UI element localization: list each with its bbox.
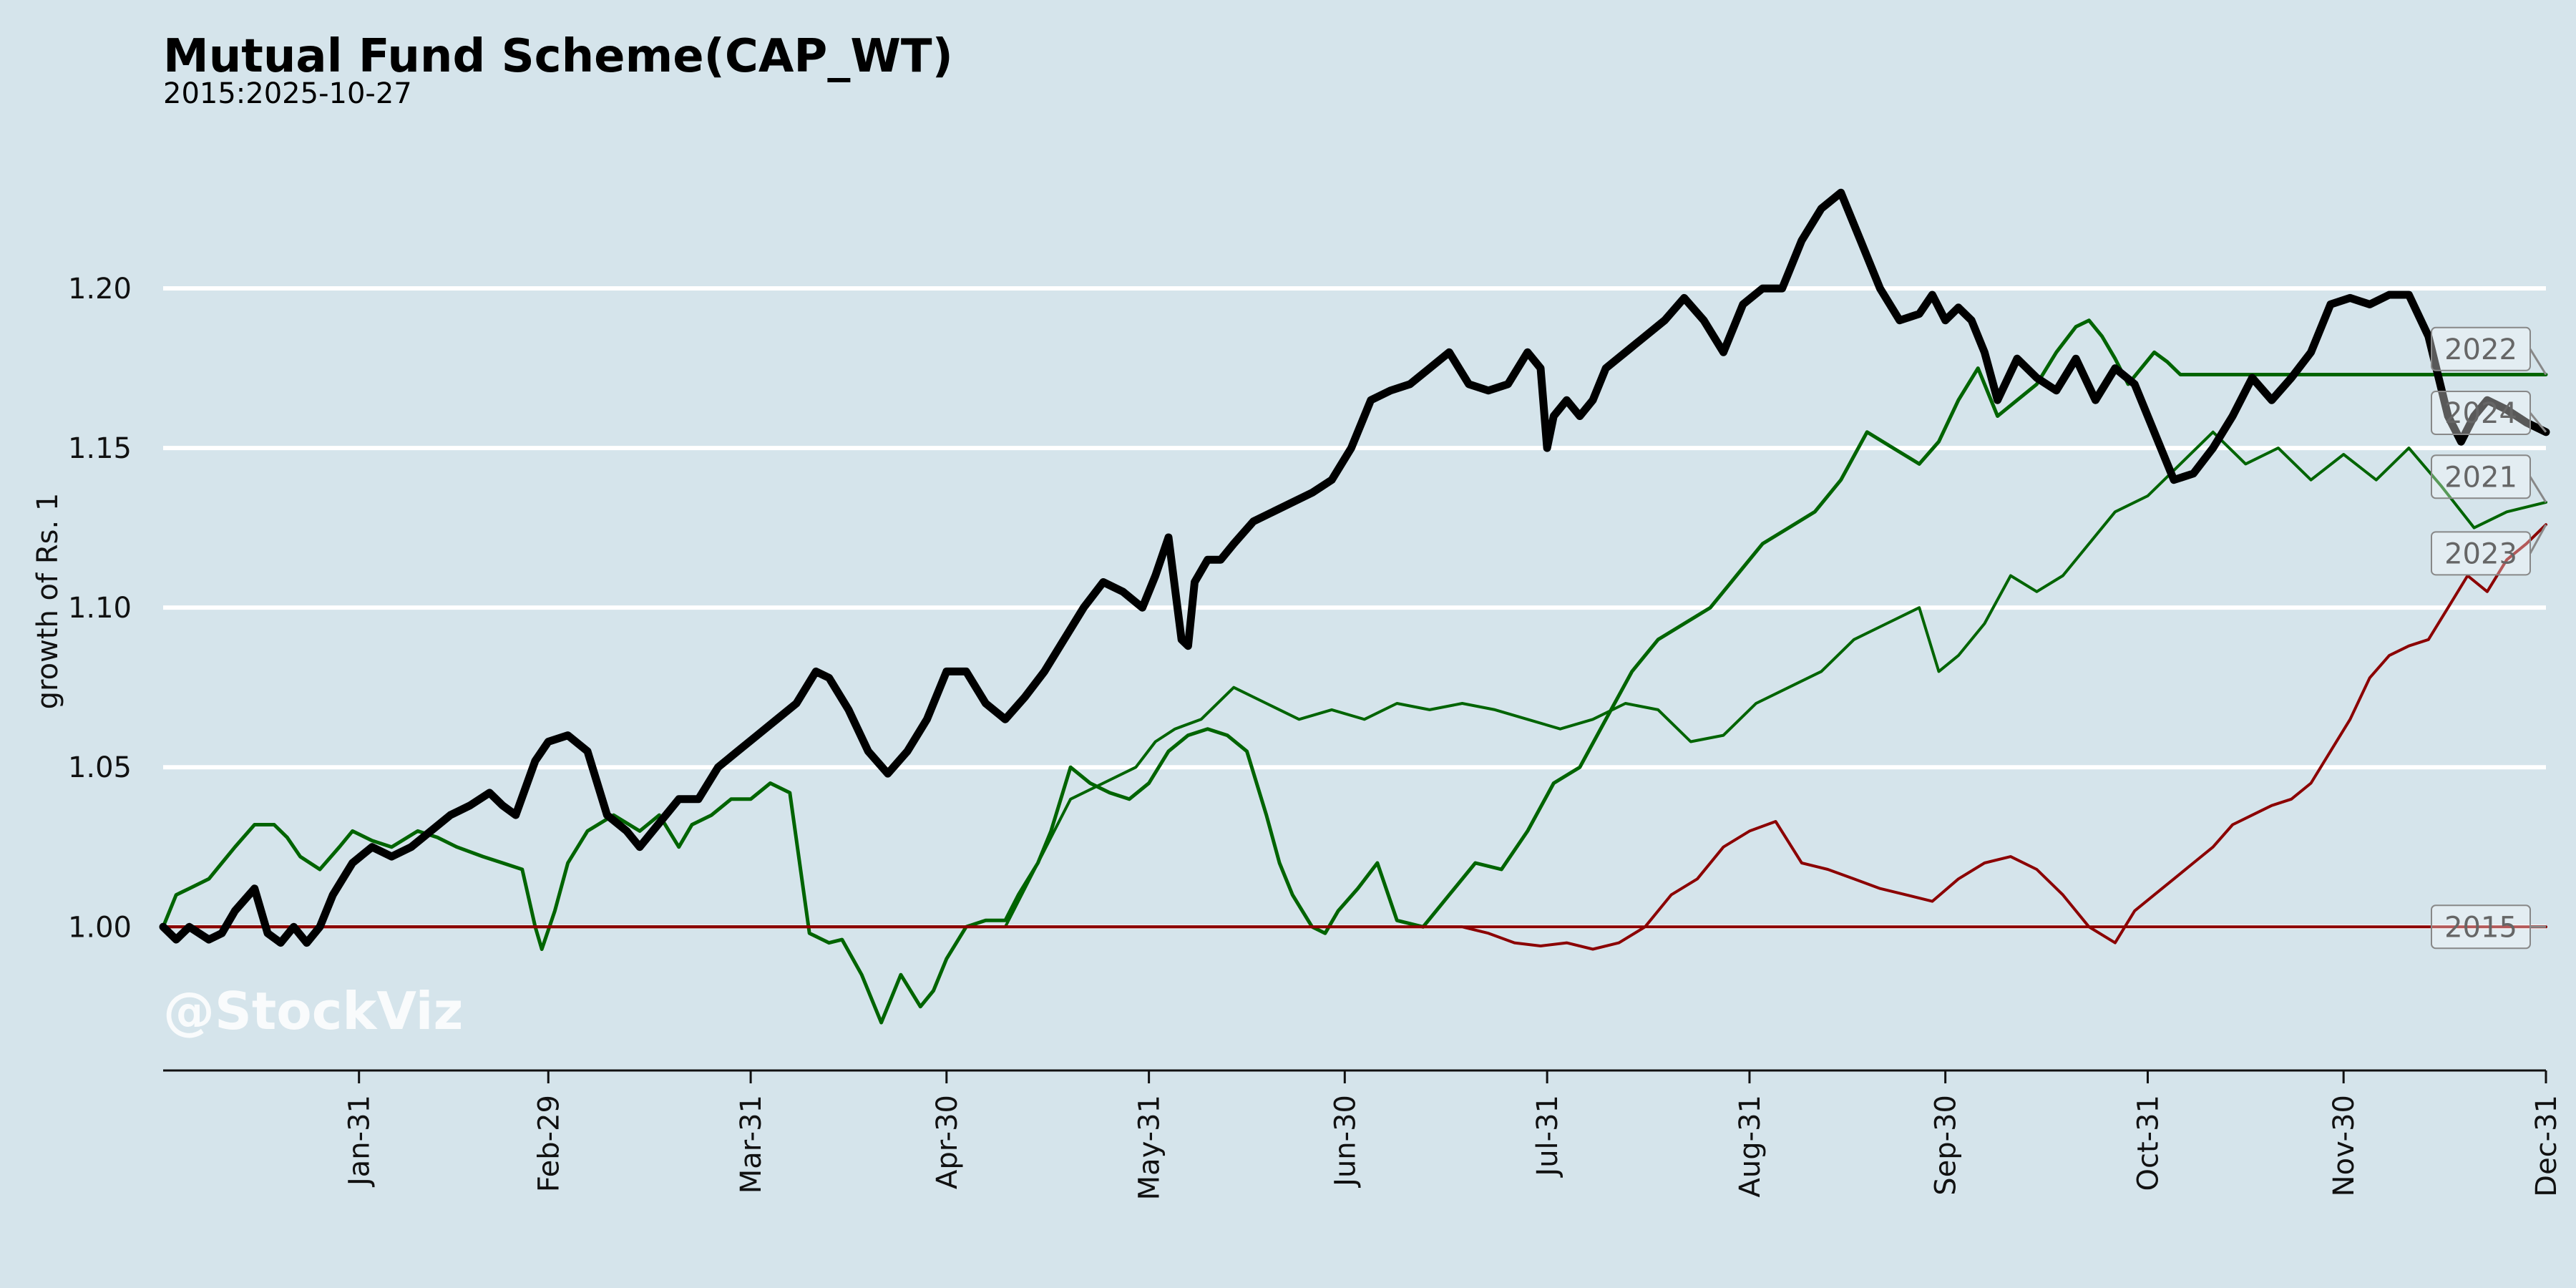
y-tick-label: 1.00 <box>68 911 132 944</box>
label-leader-line <box>2529 476 2547 503</box>
series-label: 2021 <box>2444 461 2517 494</box>
x-tick-label: Nov-30 <box>2328 1095 2361 1196</box>
y-axis-ticks: 1.00 1.05 1.10 1.15 1.20 <box>68 273 132 944</box>
x-tick-label: Dec-31 <box>2530 1095 2563 1197</box>
grid-lines <box>163 286 2546 930</box>
series-label-box <box>2431 531 2531 576</box>
series-labels: 2022 2024 2021 2023 2015 <box>2431 326 2547 950</box>
series-line-2024 <box>159 188 2550 947</box>
x-tick-label: Sep-30 <box>1930 1095 1963 1196</box>
y-tick-label: 1.15 <box>68 432 132 465</box>
x-tick-label: Jul-31 <box>1531 1095 1564 1179</box>
series-line-2022 <box>161 318 2548 1025</box>
x-tick-label: Apr-30 <box>931 1095 964 1189</box>
series-line-2021 <box>162 430 2547 929</box>
y-tick-label: 1.20 <box>68 273 132 306</box>
label-leader-line <box>2529 348 2547 376</box>
series-label: 2024 <box>2444 397 2517 430</box>
series-label: 2023 <box>2444 537 2517 570</box>
series-label: 2015 <box>2444 911 2517 944</box>
series-label-box <box>2431 904 2531 950</box>
y-tick-label: 1.05 <box>68 751 132 784</box>
series-lines <box>159 188 2550 1025</box>
label-leader-line <box>2529 524 2547 555</box>
x-tick-label: Mar-31 <box>735 1095 768 1194</box>
y-axis-label: growth of Rs. 1 <box>31 493 64 710</box>
chart-subtitle: 2015:2025-10-27 <box>163 77 412 110</box>
series-line-2023 <box>162 523 2547 951</box>
series-label-box <box>2431 454 2531 499</box>
chart-title: Mutual Fund Scheme(CAP_WT) <box>163 30 953 83</box>
series-label-box <box>2431 326 2531 371</box>
x-axis: Jan-31 Feb-29 Mar-31 Apr-30 May-31 Jun-30 Jul-… <box>163 1069 2563 1200</box>
x-tick-label: Oct-31 <box>2132 1095 2165 1191</box>
series-label-box <box>2431 391 2531 436</box>
watermark: @StockViz <box>163 981 463 1041</box>
label-leader-line <box>2529 412 2547 433</box>
y-tick-label: 1.10 <box>68 592 132 625</box>
x-tick-label: Aug-31 <box>1734 1095 1767 1197</box>
x-tick-label: Feb-29 <box>532 1095 565 1192</box>
x-tick-label: Jun-30 <box>1329 1095 1362 1189</box>
x-tick-label: May-31 <box>1133 1095 1166 1200</box>
x-tick-label: Jan-31 <box>343 1095 376 1188</box>
series-label: 2022 <box>2444 333 2517 366</box>
